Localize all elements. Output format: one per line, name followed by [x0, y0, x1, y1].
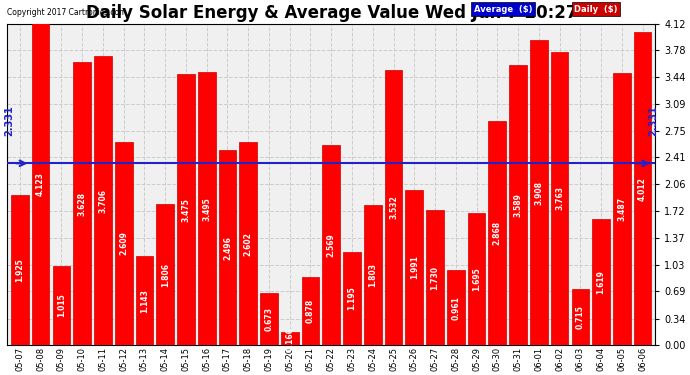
Bar — [592, 219, 610, 345]
Text: 3.487: 3.487 — [618, 197, 627, 221]
Bar — [281, 332, 299, 345]
Text: 1.619: 1.619 — [597, 270, 606, 294]
Bar — [468, 213, 485, 345]
Text: 1.195: 1.195 — [348, 287, 357, 310]
Text: 1.695: 1.695 — [472, 267, 481, 291]
Bar — [385, 70, 402, 345]
Bar — [364, 204, 382, 345]
Text: 3.706: 3.706 — [99, 189, 108, 213]
Bar — [94, 56, 112, 345]
Bar — [613, 73, 631, 345]
Text: 1.143: 1.143 — [140, 289, 149, 312]
Bar — [52, 266, 70, 345]
Bar — [571, 290, 589, 345]
Bar — [447, 270, 464, 345]
Bar — [219, 150, 236, 345]
Text: 3.763: 3.763 — [555, 186, 564, 210]
Text: 0.166: 0.166 — [285, 327, 294, 351]
Bar — [177, 74, 195, 345]
Bar — [530, 40, 548, 345]
Text: 3.628: 3.628 — [78, 192, 87, 216]
Text: 2.331: 2.331 — [5, 105, 14, 136]
Text: 1.991: 1.991 — [410, 256, 419, 279]
Bar — [157, 204, 174, 345]
Text: Daily  ($): Daily ($) — [574, 5, 618, 14]
Text: 4.123: 4.123 — [36, 172, 45, 196]
Bar — [11, 195, 29, 345]
Text: 1.803: 1.803 — [368, 263, 377, 287]
Text: 0.961: 0.961 — [451, 296, 460, 320]
Text: 2.496: 2.496 — [223, 236, 232, 260]
Bar — [322, 145, 340, 345]
Title: Daily Solar Energy & Average Value Wed Jun 7 20:27: Daily Solar Energy & Average Value Wed J… — [86, 4, 577, 22]
Text: 1.015: 1.015 — [57, 294, 66, 318]
Text: 3.475: 3.475 — [181, 198, 190, 222]
Text: 3.495: 3.495 — [202, 197, 211, 221]
Bar — [406, 190, 423, 345]
Text: 2.331: 2.331 — [648, 105, 658, 136]
Text: 1.730: 1.730 — [431, 266, 440, 290]
Text: 1.806: 1.806 — [161, 263, 170, 287]
Bar — [302, 277, 319, 345]
Bar — [509, 65, 527, 345]
Text: 1.925: 1.925 — [15, 258, 24, 282]
Bar — [198, 72, 215, 345]
Bar — [73, 62, 91, 345]
Text: 3.589: 3.589 — [513, 193, 522, 217]
Bar — [115, 142, 132, 345]
Bar — [489, 122, 506, 345]
Bar — [136, 256, 153, 345]
Text: 0.673: 0.673 — [264, 307, 273, 331]
Bar — [551, 52, 569, 345]
Text: 0.715: 0.715 — [576, 305, 585, 329]
Text: Copyright 2017 Cartronics.com: Copyright 2017 Cartronics.com — [8, 8, 127, 17]
Text: 4.012: 4.012 — [638, 177, 647, 201]
Bar — [32, 24, 50, 345]
Text: 3.532: 3.532 — [389, 195, 398, 219]
Text: 0.878: 0.878 — [306, 299, 315, 323]
Text: 2.868: 2.868 — [493, 221, 502, 245]
Text: 2.602: 2.602 — [244, 232, 253, 256]
Bar — [343, 252, 361, 345]
Bar — [260, 292, 278, 345]
Text: 3.908: 3.908 — [534, 181, 543, 205]
Bar — [239, 142, 257, 345]
Bar — [634, 32, 651, 345]
Text: 2.609: 2.609 — [119, 231, 128, 255]
Bar — [426, 210, 444, 345]
Text: 2.569: 2.569 — [327, 233, 336, 257]
Text: Average  ($): Average ($) — [474, 5, 532, 14]
